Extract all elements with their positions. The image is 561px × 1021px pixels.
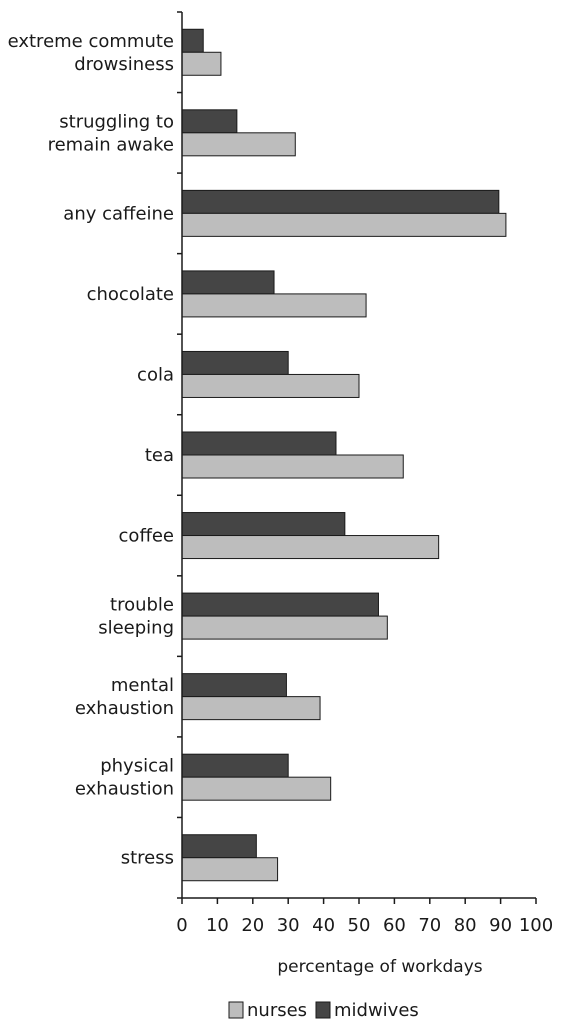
bar-midwives-trouble-sleeping bbox=[181, 592, 379, 617]
x-tick-label-30: 30 bbox=[277, 915, 300, 936]
bar-nurses-any-caffeine bbox=[181, 212, 507, 237]
x-tick-label-80: 80 bbox=[454, 915, 477, 936]
bar-nurses-stress bbox=[181, 857, 279, 882]
legend-swatch-nurses bbox=[228, 1001, 244, 1019]
x-axis-title: percentage of workdays bbox=[277, 957, 482, 977]
bar-nurses-struggling-to-remain-awake bbox=[181, 132, 296, 157]
bar-midwives-cola bbox=[181, 350, 289, 375]
legend-label-midwives: midwives bbox=[334, 1000, 419, 1021]
bar-midwives-physical-exhaustion bbox=[181, 753, 289, 778]
bar-nurses-mental-exhaustion bbox=[181, 696, 321, 721]
bar-midwives-struggling-to-remain-awake bbox=[181, 109, 238, 134]
x-tick-label-70: 70 bbox=[418, 915, 441, 936]
x-tick-label-50: 50 bbox=[348, 915, 371, 936]
x-tick-label-40: 40 bbox=[312, 915, 335, 936]
bars-layer bbox=[181, 28, 507, 882]
x-axis-ticks: 0 10 20 30 40 50 60 70 80 90 100 bbox=[176, 898, 553, 936]
x-tick-label-100: 100 bbox=[519, 915, 553, 936]
bar-nurses-chocolate bbox=[181, 293, 367, 318]
bar-midwives-tea bbox=[181, 431, 337, 456]
bar-nurses-extreme-commute-drowsiness bbox=[181, 51, 222, 76]
bar-nurses-cola bbox=[181, 373, 360, 398]
category-label-cola: cola bbox=[137, 364, 174, 385]
x-tick-label-60: 60 bbox=[383, 915, 406, 936]
category-label-tea: tea bbox=[145, 445, 174, 466]
category-label-physical-exhaustion: physical exhaustion bbox=[75, 756, 174, 800]
category-label-stress: stress bbox=[121, 848, 174, 869]
category-label-struggling-to-remain-awake: struggling to remain awake bbox=[48, 111, 174, 155]
category-labels: extreme commute drowsiness struggling to re… bbox=[8, 31, 174, 869]
x-tick-label-10: 10 bbox=[206, 915, 229, 936]
bar-nurses-tea bbox=[181, 454, 404, 479]
category-label-mental-exhaustion: mental exhaustion bbox=[75, 675, 174, 719]
bar-midwives-coffee bbox=[181, 512, 346, 537]
category-label-extreme-commute-drowsiness: extreme commute drowsiness bbox=[8, 31, 174, 75]
bar-nurses-physical-exhaustion bbox=[181, 776, 332, 801]
bar-midwives-mental-exhaustion bbox=[181, 673, 287, 698]
legend-label-nurses: nurses bbox=[247, 1000, 307, 1021]
legend: nurses midwives bbox=[228, 1000, 419, 1021]
category-label-any-caffeine: any caffeine bbox=[63, 203, 174, 224]
x-tick-label-20: 20 bbox=[241, 915, 264, 936]
bar-midwives-chocolate bbox=[181, 270, 275, 295]
bar-midwives-extreme-commute-drowsiness bbox=[181, 28, 204, 53]
category-label-chocolate: chocolate bbox=[87, 284, 174, 305]
bar-nurses-trouble-sleeping bbox=[181, 615, 388, 640]
x-tick-label-0: 0 bbox=[176, 915, 187, 936]
bar-midwives-any-caffeine bbox=[181, 189, 500, 214]
bar-midwives-stress bbox=[181, 834, 257, 859]
x-tick-label-90: 90 bbox=[489, 915, 512, 936]
legend-swatch-midwives bbox=[315, 1001, 331, 1019]
bar-nurses-coffee bbox=[181, 535, 440, 560]
y-axis-ticks bbox=[177, 11, 182, 899]
category-label-coffee: coffee bbox=[119, 526, 174, 547]
category-label-trouble-sleeping: trouble sleeping bbox=[98, 595, 174, 639]
